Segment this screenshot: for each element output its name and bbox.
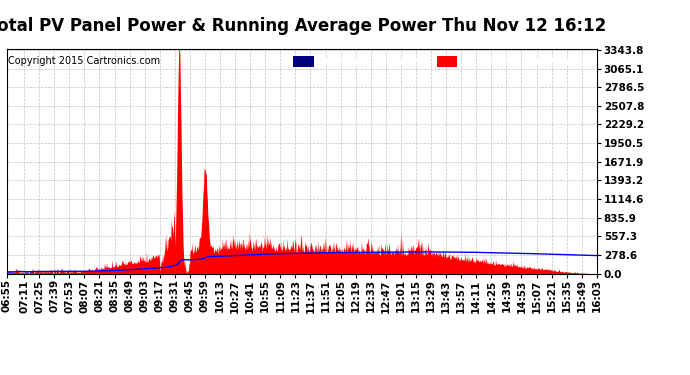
Text: Total PV Panel Power & Running Average Power Thu Nov 12 16:12: Total PV Panel Power & Running Average P…	[0, 17, 606, 35]
Legend: Average  (DC Watts), PV Panels  (DC Watts): Average (DC Watts), PV Panels (DC Watts)	[291, 54, 591, 69]
Text: Copyright 2015 Cartronics.com: Copyright 2015 Cartronics.com	[8, 56, 160, 66]
